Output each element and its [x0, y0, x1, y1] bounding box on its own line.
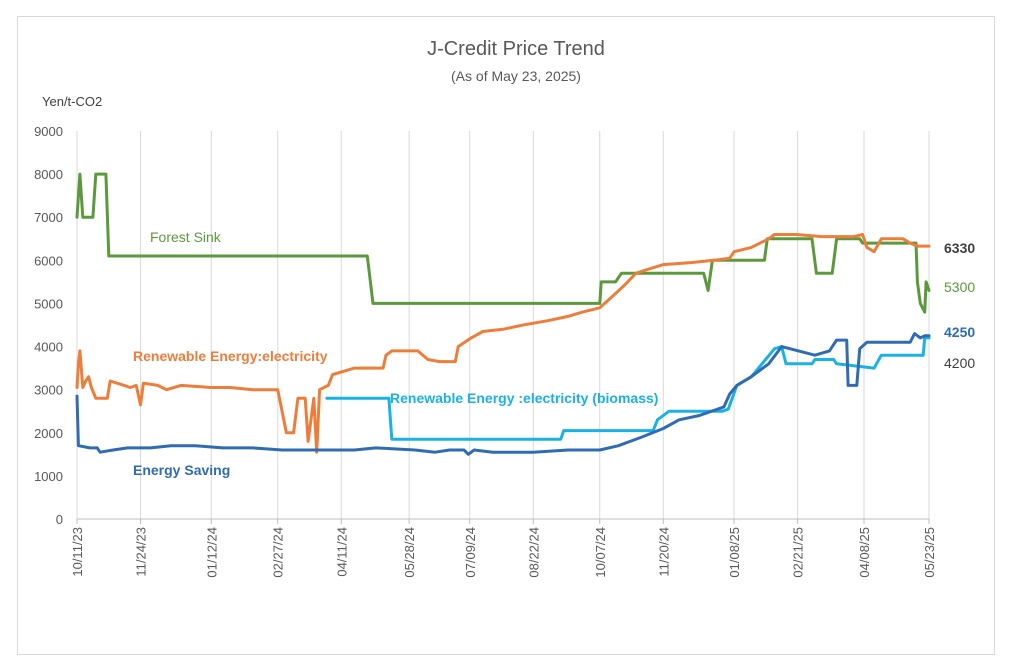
y-tick-label: 8000: [34, 167, 63, 182]
end-value-label: 4250: [944, 324, 975, 340]
series-line-1: [75, 172, 931, 314]
series-line-4: [75, 332, 931, 456]
chart-title: J-Credit Price Trend: [427, 38, 605, 60]
y-tick-label: 9000: [34, 124, 63, 139]
x-tick-label: 07/09/24: [463, 527, 478, 578]
series-labels: Forest Sink Renewable Energy:electricity R…: [133, 229, 975, 478]
x-tick-label: 10/07/24: [593, 527, 608, 578]
y-tick-label: 0: [56, 512, 63, 527]
series-line-3: [325, 336, 931, 441]
x-tick-label: 04/11/24: [334, 527, 349, 577]
x-tick-label: 11/20/24: [656, 527, 671, 577]
gridlines: [76, 131, 930, 519]
chart-subtitle: (As of May 23, 2025): [451, 68, 581, 84]
y-tick-label: 1000: [34, 469, 63, 484]
y-tick-label: 2000: [34, 426, 63, 441]
y-tick-label: 3000: [34, 383, 63, 398]
axes: 10/11/23 11/24/23 01/12/24 02/27/24 04/11/24…: [34, 124, 937, 578]
x-tick-label: 05/28/24: [402, 527, 417, 578]
series-name-label: Forest Sink: [150, 229, 222, 245]
x-tick-label: 04/08/25: [857, 527, 872, 578]
y-tick-label: 7000: [34, 210, 63, 225]
x-tick-label: 11/24/23: [134, 527, 149, 577]
x-tick-label: 05/23/25: [922, 527, 937, 578]
x-tick-label: 02/27/24: [271, 527, 286, 578]
y-tick-label: 6000: [34, 253, 63, 268]
chart-frame: [17, 16, 995, 655]
x-tick-label: 01/12/24: [204, 527, 219, 578]
series-line-2: [75, 233, 931, 454]
y-tick-label: 5000: [34, 296, 63, 311]
x-tick-label: 01/08/25: [727, 527, 742, 578]
series-name-label: Renewable Energy:electricity: [133, 348, 328, 364]
x-tick-label: 08/22/24: [526, 527, 541, 578]
y-tick-label: 4000: [34, 340, 63, 355]
end-value-label: 6330: [944, 240, 975, 256]
x-tick-label: 02/21/25: [791, 527, 806, 578]
series-name-label: Renewable Energy :electricity (biomass): [390, 390, 658, 406]
end-value-label: 5300: [944, 279, 975, 295]
y-axis-label: Yen/t-CO2: [42, 94, 102, 109]
series-name-label: Energy Saving: [133, 462, 230, 478]
series-lines: [75, 172, 931, 456]
end-value-label: 4200: [944, 355, 975, 371]
x-tick-label: 10/11/23: [70, 527, 85, 577]
